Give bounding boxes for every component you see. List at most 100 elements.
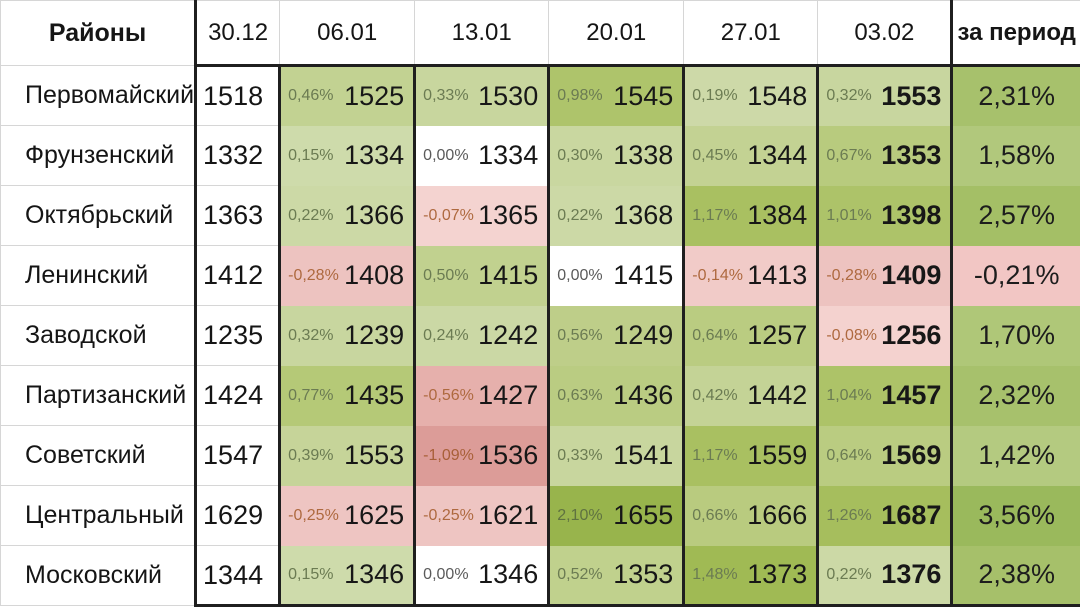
base-value-cell[interactable]: 1629 (195, 485, 282, 546)
header-period[interactable]: за период (951, 0, 1080, 67)
week-cell-content: 0,15% 1346 (281, 546, 413, 605)
week-cell[interactable]: -0,14% 1413 (683, 245, 820, 306)
base-value-cell[interactable]: 1412 (195, 245, 282, 306)
week-cell[interactable]: 0,45% 1344 (683, 125, 820, 186)
district-cell[interactable]: Центральный (0, 485, 198, 546)
week-cell[interactable]: 1,17% 1559 (683, 425, 820, 486)
district-cell[interactable]: Партизанский (0, 365, 198, 426)
table-row: Советский 1547 0,39% 1553 -1,09% 1536 0,… (0, 425, 1080, 486)
period-total-cell[interactable]: 2,38% (951, 545, 1080, 607)
header-date-20-01[interactable]: 20.01 (548, 0, 685, 67)
period-total-cell[interactable]: -0,21% (951, 245, 1080, 306)
header-date-13-01[interactable]: 13.01 (414, 0, 550, 67)
district-cell[interactable]: Заводской (0, 305, 198, 366)
week-cell[interactable]: 1,48% 1373 (683, 545, 820, 607)
week-cell[interactable]: 0,50% 1415 (414, 245, 551, 306)
base-value-cell[interactable]: 1344 (195, 545, 282, 607)
pct-change-label: 0,00% (423, 146, 469, 164)
value-label: 1257 (747, 320, 808, 350)
week-cell[interactable]: 1,01% 1398 (817, 185, 954, 246)
week-cell-content: 0,42% 1442 (685, 366, 816, 426)
week-cell[interactable]: -0,07% 1365 (414, 185, 551, 246)
week-cell[interactable]: 0,22% 1366 (279, 185, 417, 246)
value-label: 1541 (613, 440, 674, 470)
week-cell[interactable]: -0,56% 1427 (414, 365, 551, 426)
week-cell[interactable]: 0,67% 1353 (817, 125, 954, 186)
value-label: 1346 (344, 559, 405, 590)
base-value-cell[interactable]: 1235 (195, 305, 282, 366)
week-cell[interactable]: -0,25% 1625 (279, 485, 417, 546)
week-cell[interactable]: 0,32% 1239 (279, 305, 417, 366)
district-cell[interactable]: Фрунзенский (0, 125, 198, 186)
week-cell[interactable]: 0,22% 1368 (548, 185, 686, 246)
week-cell[interactable]: 1,04% 1457 (817, 365, 954, 426)
base-value-cell[interactable]: 1518 (195, 65, 282, 126)
district-cell[interactable]: Октябрьский (0, 185, 198, 246)
period-total-cell[interactable]: 1,58% (951, 125, 1080, 186)
week-cell[interactable]: 0,30% 1338 (548, 125, 686, 186)
period-total-cell[interactable]: 2,32% (951, 365, 1080, 426)
period-total-cell[interactable]: 1,70% (951, 305, 1080, 366)
week-cell[interactable]: 0,64% 1257 (683, 305, 820, 366)
week-cell[interactable]: 0,56% 1249 (548, 305, 686, 366)
pct-change-label: 0,64% (692, 326, 738, 344)
base-value-cell[interactable]: 1547 (195, 425, 282, 486)
week-cell[interactable]: -0,28% 1408 (279, 245, 417, 306)
district-cell[interactable]: Ленинский (0, 245, 198, 306)
week-cell[interactable]: 0,66% 1666 (683, 485, 820, 546)
pct-change-label: 0,50% (423, 266, 469, 284)
week-cell-content: 1,26% 1687 (819, 486, 950, 546)
header-date-27-01[interactable]: 27.01 (683, 0, 819, 67)
week-cell[interactable]: 0,00% 1334 (414, 125, 551, 186)
week-cell[interactable]: -0,28% 1409 (817, 245, 954, 306)
header-date-06-01[interactable]: 06.01 (279, 0, 416, 67)
week-cell[interactable]: 0,39% 1553 (279, 425, 417, 486)
value-label: 1687 (881, 500, 942, 530)
value-label: 1334 (344, 140, 405, 170)
district-cell[interactable]: Первомайский (0, 65, 198, 126)
week-cell[interactable]: 0,64% 1569 (817, 425, 954, 486)
week-cell[interactable]: -0,08% 1256 (817, 305, 954, 366)
week-cell-content: 0,56% 1249 (550, 306, 682, 366)
week-cell[interactable]: -0,25% 1621 (414, 485, 551, 546)
week-cell[interactable]: 0,63% 1436 (548, 365, 686, 426)
week-cell[interactable]: 0,46% 1525 (279, 65, 417, 126)
district-cell[interactable]: Советский (0, 425, 198, 486)
value-label: 1365 (478, 200, 539, 230)
pct-change-label: 0,22% (557, 206, 603, 224)
week-cell[interactable]: 0,52% 1353 (548, 545, 686, 607)
week-cell[interactable]: 1,26% 1687 (817, 485, 954, 546)
week-cell[interactable]: 0,00% 1415 (548, 245, 686, 306)
week-cell[interactable]: 0,00% 1346 (414, 545, 551, 607)
week-cell[interactable]: 0,24% 1242 (414, 305, 551, 366)
week-cell[interactable]: 2,10% 1655 (548, 485, 686, 546)
header-date-30-12[interactable]: 30.12 (195, 0, 281, 67)
week-cell[interactable]: -1,09% 1536 (414, 425, 551, 486)
district-cell[interactable]: Московский (0, 545, 198, 606)
base-value-cell[interactable]: 1363 (195, 185, 282, 246)
week-cell[interactable]: 0,15% 1346 (279, 545, 417, 607)
value-label: 1625 (344, 500, 405, 530)
value-label: 1655 (613, 500, 674, 530)
week-cell[interactable]: 0,32% 1553 (817, 65, 954, 126)
value-label: 1559 (747, 440, 808, 470)
period-total-cell[interactable]: 2,31% (951, 65, 1080, 126)
week-cell[interactable]: 0,33% 1541 (548, 425, 686, 486)
period-total-cell[interactable]: 1,42% (951, 425, 1080, 486)
week-cell[interactable]: 0,42% 1442 (683, 365, 820, 426)
base-value-cell[interactable]: 1332 (195, 125, 282, 186)
period-total-cell[interactable]: 2,57% (951, 185, 1080, 246)
period-total-cell[interactable]: 3,56% (951, 485, 1080, 546)
week-cell[interactable]: 0,15% 1334 (279, 125, 417, 186)
week-cell-content: 0,46% 1525 (281, 67, 413, 126)
base-value-cell[interactable]: 1424 (195, 365, 282, 426)
week-cell[interactable]: 1,17% 1384 (683, 185, 820, 246)
header-date-03-02[interactable]: 03.02 (817, 0, 954, 67)
week-cell-content: 0,39% 1553 (281, 426, 413, 486)
week-cell[interactable]: 0,33% 1530 (414, 65, 551, 126)
week-cell[interactable]: 0,77% 1435 (279, 365, 417, 426)
week-cell[interactable]: 0,22% 1376 (817, 545, 954, 607)
header-districts[interactable]: Районы (0, 0, 198, 66)
week-cell[interactable]: 0,98% 1545 (548, 65, 686, 126)
week-cell[interactable]: 0,19% 1548 (683, 65, 820, 126)
